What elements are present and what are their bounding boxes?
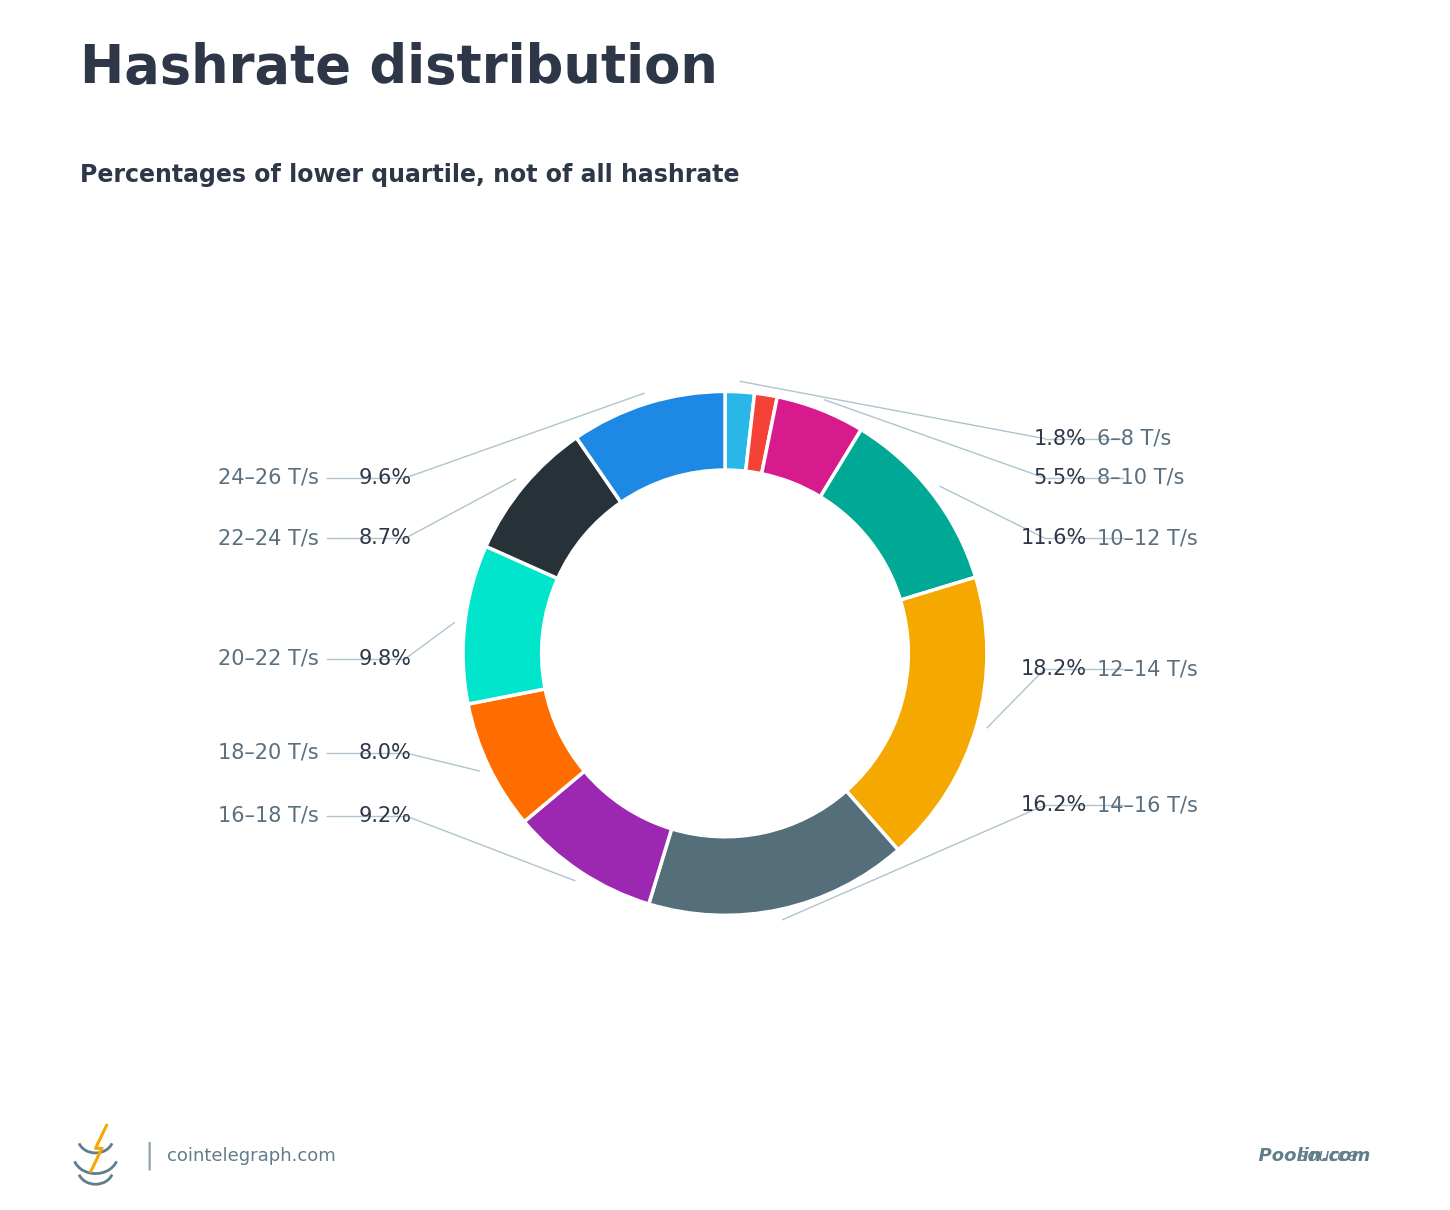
Text: 8.0%: 8.0% xyxy=(358,743,410,764)
Text: 5.5%: 5.5% xyxy=(1034,468,1086,488)
Wedge shape xyxy=(821,430,976,600)
Text: 20–22 T/s: 20–22 T/s xyxy=(219,649,319,669)
Text: 18–20 T/s: 18–20 T/s xyxy=(219,743,319,764)
Text: 12–14 T/s: 12–14 T/s xyxy=(1098,659,1198,679)
Wedge shape xyxy=(525,771,671,904)
Text: 9.8%: 9.8% xyxy=(358,649,412,669)
Wedge shape xyxy=(761,397,861,497)
Text: 18.2%: 18.2% xyxy=(1021,659,1086,679)
Text: 16.2%: 16.2% xyxy=(1021,795,1086,816)
Text: 14–16 T/s: 14–16 T/s xyxy=(1098,795,1198,816)
Wedge shape xyxy=(745,393,777,474)
Wedge shape xyxy=(847,577,987,849)
Text: 8–10 T/s: 8–10 T/s xyxy=(1098,468,1185,488)
Text: 6–8 T/s: 6–8 T/s xyxy=(1098,428,1172,449)
Text: Hashrate distribution: Hashrate distribution xyxy=(80,42,718,94)
Text: 1.8%: 1.8% xyxy=(1034,428,1086,449)
Text: 11.6%: 11.6% xyxy=(1021,528,1086,548)
Text: source:: source: xyxy=(1298,1147,1370,1164)
Wedge shape xyxy=(463,547,558,704)
Text: Percentages of lower quartile, not of all hashrate: Percentages of lower quartile, not of al… xyxy=(80,163,740,188)
Text: 16–18 T/s: 16–18 T/s xyxy=(219,806,319,825)
Text: 9.2%: 9.2% xyxy=(358,806,412,825)
Text: 22–24 T/s: 22–24 T/s xyxy=(219,528,319,548)
Wedge shape xyxy=(486,438,621,578)
Wedge shape xyxy=(725,392,754,471)
Text: 8.7%: 8.7% xyxy=(358,528,410,548)
Text: |: | xyxy=(145,1141,154,1170)
Text: 24–26 T/s: 24–26 T/s xyxy=(218,468,319,488)
Text: cointelegraph.com: cointelegraph.com xyxy=(167,1147,335,1164)
Text: Poolin.com: Poolin.com xyxy=(1172,1147,1370,1164)
Wedge shape xyxy=(648,791,898,915)
Wedge shape xyxy=(468,688,584,822)
Text: 9.6%: 9.6% xyxy=(358,468,412,488)
Text: 10–12 T/s: 10–12 T/s xyxy=(1098,528,1198,548)
Wedge shape xyxy=(577,392,725,502)
